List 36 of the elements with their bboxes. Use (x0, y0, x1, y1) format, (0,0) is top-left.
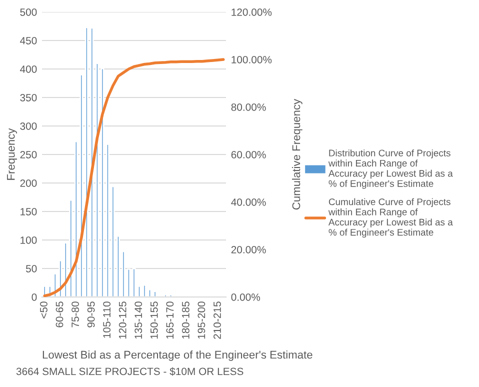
x-tick-label: 105-110 (103, 302, 111, 338)
y2-tick-label: 100.00% (232, 56, 272, 64)
y-tick-label: 0 (32, 294, 37, 301)
x-tick-label: 150-155 (150, 302, 158, 339)
y2-tick-label: 20.00% (231, 246, 266, 254)
x-tick-label: 120-125 (118, 302, 126, 339)
y-tick-label: 50 (26, 265, 37, 272)
x-tick-label: 165-170 (166, 302, 174, 339)
legend-label: Cumulative Curve of Projects within Each Range of Accuracy per Lowest Bid as a % of Engineer's Estimate (328, 198, 453, 238)
y-tick-label: 400 (20, 66, 37, 73)
x-tick-label: 210-215 (214, 302, 221, 339)
x-tick-label: 90-95 (87, 302, 95, 328)
x-tick-label: 75-80 (72, 302, 79, 328)
y2-tick-label: 120.00% (232, 8, 272, 16)
y-tick-label: 350 (20, 94, 37, 102)
x-tick-label: 60-65 (56, 302, 64, 328)
x-tick-label: <50 (40, 302, 48, 318)
y2-axis-title: Cumulative Frequency (292, 98, 302, 210)
y-tick-label: 100 (20, 236, 37, 244)
x-axis-title: Lowest Bid as a Percentage of the Engineer's Estimate (42, 350, 312, 361)
x-tick-label: 135-140 (134, 302, 142, 339)
y-tick-label: 450 (20, 37, 37, 44)
legend-label: Distribution Curve of Projects within Each Range of Accuracy per Lowest Bid as a % of Engineer's Estimate (328, 149, 453, 189)
x-tick-label: 195-200 (198, 302, 206, 339)
y-tick-label: 150 (20, 208, 37, 216)
y-tick-label: 250 (20, 151, 37, 158)
y-tick-label: 200 (20, 180, 37, 187)
y2-tick-label: 40.00% (231, 198, 266, 206)
y2-tick-label: 0.00% (231, 294, 260, 301)
x-tick-label: 180-185 (182, 302, 190, 339)
y-tick-label: 500 (20, 8, 37, 16)
y-axis-title: Frequency (7, 128, 17, 180)
y2-tick-label: 60.00% (231, 151, 266, 158)
y-tick-label: 300 (20, 122, 37, 130)
text: 3664 SMALL SIZE PROJECTS - $10M OR LESS (16, 367, 244, 376)
y2-tick-label: 80.00% (231, 104, 266, 111)
